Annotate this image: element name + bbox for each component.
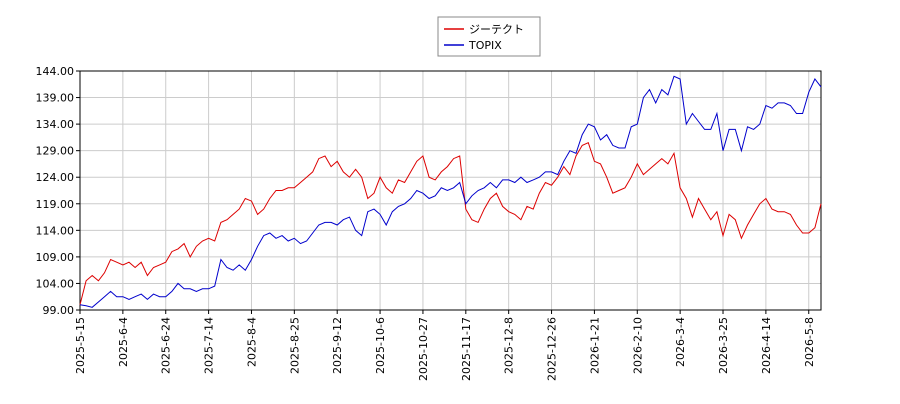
x-tick-label: 2026-5-8: [803, 317, 816, 367]
legend-label: ジーテクト: [469, 23, 524, 36]
x-tick-label: 2025-8-4: [245, 317, 258, 367]
y-tick-label: 119.00: [36, 198, 75, 211]
y-tick-label: 134.00: [36, 118, 75, 131]
x-tick-label: 2025-8-25: [288, 317, 301, 374]
y-tick-label: 99.00: [43, 304, 75, 317]
x-tick-label: 2025-9-12: [331, 317, 344, 374]
y-tick-label: 114.00: [36, 224, 75, 237]
x-tick-label: 2025-6-24: [160, 317, 173, 374]
x-tick-label: 2026-3-25: [717, 317, 730, 374]
legend-box: [437, 16, 541, 57]
x-tick-label: 2025-12-8: [503, 317, 516, 374]
y-tick-label: 124.00: [36, 171, 75, 184]
y-tick-label: 104.00: [36, 277, 75, 290]
x-tick-label: 2025-7-14: [203, 317, 216, 374]
x-tick-label: 2025-5-15: [74, 317, 87, 374]
y-tick-label: 109.00: [36, 251, 75, 264]
series-line: [79, 142, 822, 305]
x-tick-label: 2025-6-4: [117, 317, 130, 367]
legend-label: TOPIX: [468, 39, 502, 52]
y-tick-label: 139.00: [36, 92, 75, 105]
x-tick-label: 2025-11-17: [460, 317, 473, 381]
x-tick-label: 2026-1-21: [588, 317, 601, 374]
x-tick-label: 2026-4-14: [760, 317, 773, 374]
x-tick-label: 2025-10-6: [374, 317, 387, 374]
x-tick-label: 2025-10-27: [417, 317, 430, 381]
x-tick-label: 2026-2-10: [631, 317, 644, 374]
plot-frame: [79, 70, 822, 311]
series-line: [79, 75, 822, 308]
x-tick-label: 2026-3-4: [674, 317, 687, 367]
y-tick-label: 129.00: [36, 145, 75, 158]
y-tick-label: 144.00: [36, 65, 75, 78]
x-tick-label: 2025-12-26: [546, 317, 559, 381]
